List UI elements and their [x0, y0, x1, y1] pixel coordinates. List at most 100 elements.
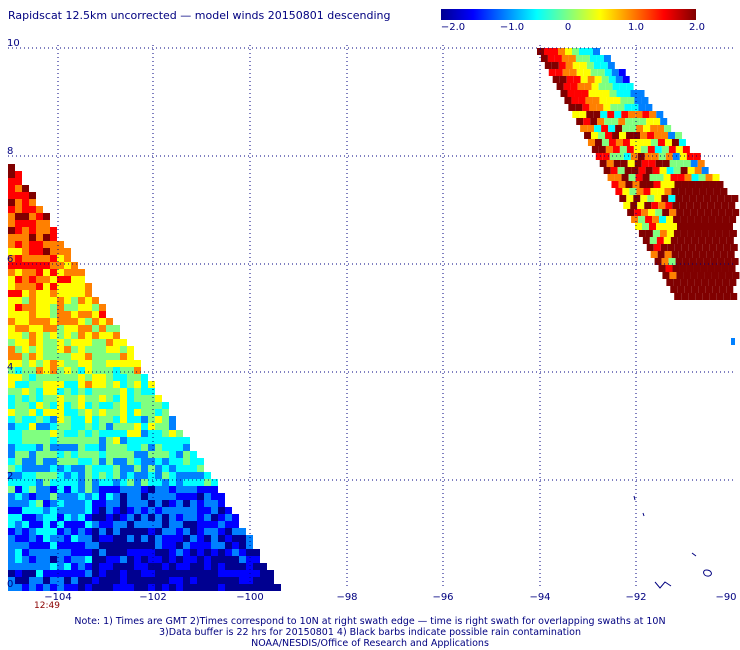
wind-cell	[712, 223, 719, 230]
wind-cell	[141, 584, 148, 591]
wind-cell	[707, 202, 715, 209]
wind-cell	[8, 479, 15, 486]
wind-cell	[712, 174, 720, 181]
wind-cell	[605, 132, 613, 139]
wind-cell	[253, 584, 260, 591]
wind-cell	[594, 139, 602, 146]
wind-cell	[8, 290, 15, 297]
wind-cell	[99, 325, 106, 332]
wind-cell	[113, 395, 120, 402]
wind-cell	[106, 395, 113, 402]
wind-cell	[607, 62, 615, 69]
wind-cell	[591, 146, 599, 153]
wind-cell	[197, 458, 204, 465]
wind-cell	[155, 556, 162, 563]
wind-cell	[43, 521, 50, 528]
wind-cell	[113, 514, 120, 521]
wind-cell	[162, 416, 169, 423]
wind-cell	[113, 332, 120, 339]
wind-cell	[57, 304, 64, 311]
wind-cell	[22, 241, 29, 248]
wind-cell	[162, 549, 169, 556]
wind-cell	[190, 556, 197, 563]
wind-cell	[120, 339, 127, 346]
wind-cell	[670, 174, 678, 181]
wind-cell	[148, 381, 155, 388]
wind-cell	[36, 549, 43, 556]
wind-cell	[120, 346, 127, 353]
wind-cell	[127, 570, 134, 577]
wind-cell	[646, 118, 654, 125]
wind-cell	[197, 486, 204, 493]
wind-cell	[649, 174, 657, 181]
wind-cell	[260, 570, 267, 577]
wind-cell	[614, 111, 622, 118]
wind-cell	[155, 451, 162, 458]
wind-cell	[36, 220, 43, 227]
wind-cell	[723, 293, 731, 300]
wind-cell	[716, 293, 724, 300]
wind-cell	[190, 458, 197, 465]
wind-cell	[134, 430, 141, 437]
wind-cell	[653, 244, 661, 251]
wind-cell	[22, 437, 29, 444]
wind-cell	[134, 465, 141, 472]
wind-cell	[683, 209, 691, 216]
wind-cell	[134, 479, 141, 486]
wind-cell	[92, 556, 99, 563]
wind-cell	[64, 339, 71, 346]
wind-cell	[183, 479, 190, 486]
wind-cell	[64, 577, 71, 584]
wind-cell	[621, 111, 629, 118]
wind-cell	[43, 234, 50, 241]
wind-cell	[682, 258, 690, 265]
wind-cell	[615, 76, 623, 83]
wind-cell	[15, 465, 22, 472]
wind-cell	[120, 360, 127, 367]
wind-cell	[639, 118, 647, 125]
wind-cell	[663, 174, 671, 181]
wind-cell	[50, 423, 57, 430]
wind-cell	[589, 55, 597, 62]
wind-cell	[688, 181, 696, 188]
wind-cell	[22, 206, 29, 213]
wind-cell	[15, 493, 22, 500]
wind-cell	[676, 272, 684, 279]
wind-cell	[29, 444, 36, 451]
wind-cell	[560, 90, 568, 97]
note-line-1: Note: 1) Times are GMT 2)Times correspon…	[74, 616, 666, 627]
wind-cell	[670, 237, 678, 244]
wind-cell	[643, 188, 651, 195]
wind-cell	[71, 563, 78, 570]
wind-cell	[50, 556, 57, 563]
wind-cell	[141, 444, 148, 451]
wind-cell	[630, 153, 638, 160]
wind-cell	[50, 577, 57, 584]
wind-cell	[92, 472, 99, 479]
wind-cell	[246, 577, 253, 584]
wind-cell	[71, 262, 78, 269]
wind-cell	[64, 381, 71, 388]
wind-cell	[575, 104, 583, 111]
wind-cell	[8, 430, 15, 437]
wind-cell	[211, 542, 218, 549]
wind-cell	[120, 486, 127, 493]
wind-cell	[22, 521, 29, 528]
wind-cell	[29, 276, 36, 283]
wind-cell	[92, 465, 99, 472]
wind-cell	[106, 367, 113, 374]
wind-cell	[724, 258, 732, 265]
colorbar-tick: 0	[564, 22, 572, 33]
wind-cell	[134, 451, 141, 458]
wind-cell	[148, 528, 155, 535]
wind-cell	[71, 472, 78, 479]
wind-cell	[85, 444, 92, 451]
wind-cell	[36, 206, 43, 213]
wind-cell	[551, 48, 558, 55]
wind-cell	[106, 374, 113, 381]
wind-cell	[8, 416, 15, 423]
wind-cell	[92, 402, 99, 409]
wind-cell	[232, 542, 239, 549]
wind-cell	[36, 241, 43, 248]
wind-cell	[225, 514, 232, 521]
